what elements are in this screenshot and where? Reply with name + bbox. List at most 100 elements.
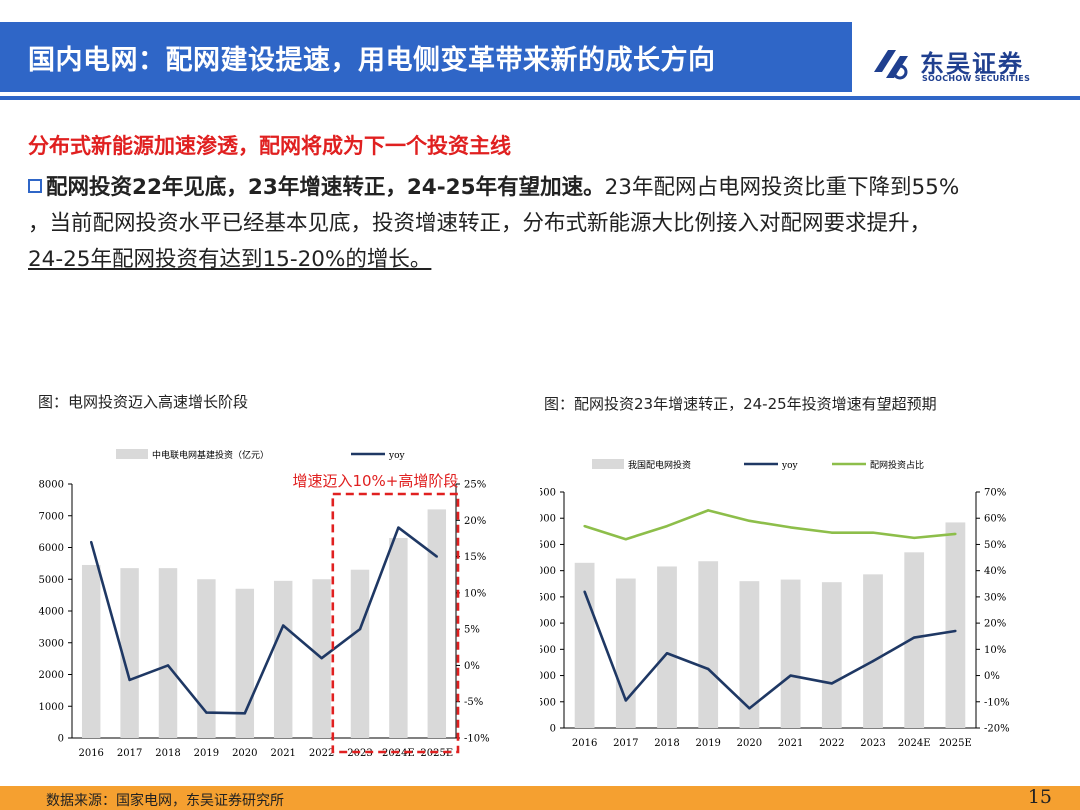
line-point xyxy=(913,636,916,639)
y-tick-label-right: -20% xyxy=(984,724,1010,735)
bar-2023 xyxy=(863,574,883,728)
x-tick-label: 2020 xyxy=(737,738,762,749)
line-point xyxy=(707,509,710,512)
y-tick-label-left: 0 xyxy=(550,724,556,735)
line-point xyxy=(358,627,362,631)
line-point xyxy=(205,711,208,714)
figure2-title: 图：配网投资23年增速转正，24-25年投资增速有望超预期 xyxy=(544,395,937,413)
x-tick-label: 2017 xyxy=(613,738,638,749)
y-tick-label-right: 70% xyxy=(984,488,1006,499)
x-tick-label: 2025E xyxy=(420,748,453,759)
section-subtitle: 分布式新能源加速渗透，配网将成为下一个投资主线 xyxy=(28,134,511,158)
line-point xyxy=(954,629,957,633)
company-logo: 东吴证券 SOOCHOW SECURITIES xyxy=(870,40,1070,90)
y-tick-label-left: 500 xyxy=(540,697,556,708)
y-tick-label-left: 1500 xyxy=(540,645,556,656)
bar-2021 xyxy=(273,580,293,738)
y-tick-label-right: 30% xyxy=(984,592,1006,603)
footer-bar: 数据来源：国家电网，东吴证券研究所 xyxy=(0,786,1080,810)
line-point xyxy=(583,590,586,593)
line-point xyxy=(90,540,93,544)
bar-2019 xyxy=(197,579,216,738)
line-point xyxy=(435,555,438,558)
line-point xyxy=(320,656,323,660)
bar-2019 xyxy=(698,561,719,728)
y-tick-label-left: 2500 xyxy=(540,592,556,603)
line-point xyxy=(583,524,586,528)
legend-swatch-bar xyxy=(116,449,148,459)
y-tick-label-right: 10% xyxy=(464,588,486,599)
line-point xyxy=(282,624,285,627)
line-point xyxy=(128,678,131,682)
bar-2023 xyxy=(350,569,370,738)
y-tick-label-right: -5% xyxy=(464,697,483,708)
soochow-logo-icon xyxy=(874,50,908,80)
bar-2024E xyxy=(389,537,408,738)
y-tick-label-left: 6000 xyxy=(39,543,64,554)
line-point xyxy=(624,699,627,702)
x-tick-label: 2022 xyxy=(819,738,844,749)
x-tick-label: 2016 xyxy=(572,738,597,749)
y-tick-label-left: 4000 xyxy=(39,607,64,618)
y-tick-label-left: 1000 xyxy=(39,702,64,713)
bar-2017 xyxy=(120,568,139,738)
line-point xyxy=(830,531,833,534)
x-tick-label: 2019 xyxy=(695,738,720,749)
line-point xyxy=(913,536,916,540)
body-line3: 24-25年配网投资有达到15-20%的增长。 xyxy=(28,247,432,272)
line-point xyxy=(665,652,669,655)
x-tick-label: 2023 xyxy=(347,748,372,759)
legend-swatch-bar xyxy=(592,459,624,469)
x-tick-label: 2023 xyxy=(860,738,885,749)
bar-2016 xyxy=(81,564,101,738)
line-point xyxy=(789,526,792,529)
page-number: 15 xyxy=(1027,786,1052,808)
line-point xyxy=(789,674,792,677)
y-tick-label-right: -10% xyxy=(984,697,1010,708)
y-tick-label-left: 5000 xyxy=(39,575,64,586)
logo-english: SOOCHOW SECURITIES xyxy=(922,74,1031,83)
header-bar: 国内电网：配网建设提速，用电侧变革带来新的成长方向 xyxy=(0,22,852,92)
line-point xyxy=(166,664,170,667)
y-tick-label-left: 3000 xyxy=(39,638,64,649)
line-point xyxy=(748,707,751,710)
y-tick-label-left: 1000 xyxy=(540,671,556,682)
y-tick-label-right: 5% xyxy=(464,625,480,636)
line-point xyxy=(397,526,400,529)
legend-label-line: yoy xyxy=(388,451,406,461)
bar-2024E xyxy=(904,552,925,728)
bar-2021 xyxy=(780,579,801,728)
y-tick-label-left: 8000 xyxy=(39,480,64,491)
x-tick-label: 2025E xyxy=(939,738,972,749)
x-tick-label: 2020 xyxy=(232,748,257,759)
x-tick-label: 2018 xyxy=(654,738,679,749)
y-tick-label-right: 40% xyxy=(984,566,1006,577)
bar-2018 xyxy=(657,566,677,728)
line-point xyxy=(830,682,833,685)
figure1-title: 图：电网投资迈入高速增长阶段 xyxy=(38,393,249,411)
y-tick-label-left: 4500 xyxy=(540,488,556,499)
bar-2020 xyxy=(739,581,760,728)
x-tick-label: 2019 xyxy=(194,748,219,759)
y-tick-label-left: 3000 xyxy=(540,566,556,577)
line-series-yoy xyxy=(89,526,438,715)
y-tick-label-right: 20% xyxy=(464,516,486,527)
line-point xyxy=(748,519,751,523)
y-tick-label-left: 2000 xyxy=(39,670,64,681)
x-tick-label: 2024E xyxy=(898,738,931,749)
line-series-share xyxy=(584,509,956,541)
x-tick-label: 2021 xyxy=(778,738,803,749)
body-bold-lead: 配网投资22年见底，23年增速转正，24-25年有望加速。 xyxy=(46,175,605,200)
bullet-square-icon xyxy=(28,179,42,193)
line-point xyxy=(871,659,875,663)
x-tick-label: 2016 xyxy=(78,748,103,759)
line-point xyxy=(954,532,957,536)
y-tick-label-left: 3500 xyxy=(540,540,556,551)
y-tick-label-left: 7000 xyxy=(39,511,64,522)
line-point xyxy=(624,538,627,541)
y-tick-label-right: 20% xyxy=(984,619,1006,630)
x-tick-label: 2018 xyxy=(155,748,180,759)
header-divider xyxy=(0,96,1080,100)
bar-2025E xyxy=(427,509,447,738)
data-source: 数据来源：国家电网，东吴证券研究所 xyxy=(46,793,284,809)
